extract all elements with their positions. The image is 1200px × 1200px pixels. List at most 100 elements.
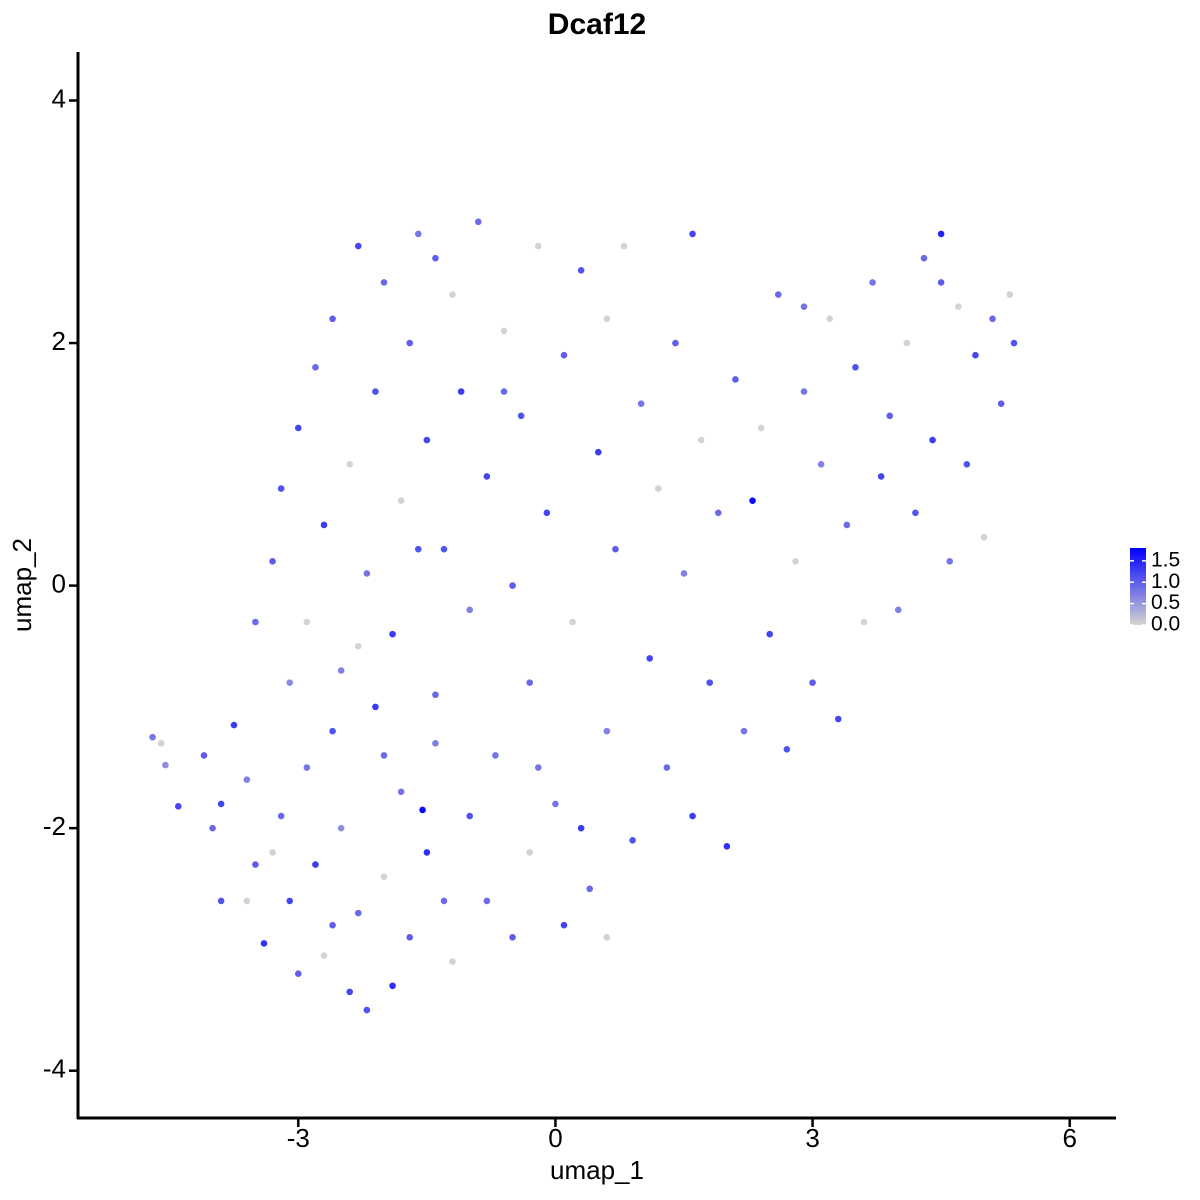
point [269, 849, 276, 856]
point [440, 897, 448, 905]
point [372, 388, 379, 395]
point [286, 679, 294, 686]
point [380, 873, 388, 880]
point [329, 921, 336, 929]
point [586, 885, 594, 893]
point [577, 266, 585, 274]
point [792, 558, 799, 565]
point [714, 509, 722, 517]
point [569, 618, 576, 626]
point [1006, 291, 1014, 298]
point [380, 752, 388, 759]
point [946, 558, 954, 565]
point [423, 436, 431, 444]
point [449, 958, 456, 965]
point [406, 339, 414, 347]
colorbar [1130, 548, 1146, 625]
point [509, 582, 516, 589]
point [912, 509, 919, 517]
point [534, 764, 542, 771]
point [577, 824, 585, 832]
colorbar-tick-label: 0.5 [1151, 591, 1180, 614]
point [414, 545, 422, 553]
point [654, 485, 662, 492]
point [457, 388, 465, 395]
point [466, 812, 474, 820]
point [252, 618, 259, 626]
point [483, 473, 491, 480]
colorbar-tick-label: 0.0 [1151, 613, 1180, 636]
chart-title: Dcaf12 [548, 8, 646, 41]
point [560, 351, 568, 359]
point [817, 461, 825, 468]
point [620, 242, 628, 250]
point [277, 485, 285, 492]
point [363, 570, 371, 577]
point [346, 988, 354, 996]
point [363, 1006, 371, 1014]
point [260, 940, 268, 947]
point [997, 400, 1005, 407]
point [509, 934, 516, 941]
point [697, 436, 705, 444]
point [929, 436, 936, 444]
point [354, 909, 362, 917]
y-axis-label: umap_2 [7, 538, 37, 632]
point [294, 424, 302, 432]
point [672, 339, 679, 347]
point [200, 752, 208, 759]
point [449, 291, 456, 298]
x-tick-label: 0 [548, 1123, 562, 1153]
point [552, 800, 559, 808]
point [689, 812, 696, 820]
point [920, 254, 928, 262]
point [277, 812, 285, 820]
point [534, 242, 542, 250]
point [894, 606, 902, 614]
point [757, 424, 765, 432]
point [406, 934, 414, 941]
point [269, 558, 276, 565]
point [286, 897, 294, 905]
x-tick-label: -3 [287, 1123, 310, 1153]
point [800, 388, 808, 395]
point [886, 412, 894, 420]
point [852, 364, 859, 371]
point [783, 746, 791, 753]
point [329, 315, 336, 323]
point [432, 739, 439, 747]
point [800, 303, 808, 310]
point [766, 630, 774, 638]
point [312, 861, 319, 868]
point [294, 970, 302, 977]
point [972, 351, 979, 359]
point [637, 400, 645, 407]
point [526, 849, 534, 856]
x-axis-label: umap_1 [550, 1155, 644, 1185]
point [372, 703, 379, 711]
point [740, 727, 748, 735]
point [157, 739, 165, 747]
point [230, 721, 238, 729]
point [162, 761, 169, 769]
point [612, 545, 619, 553]
point [594, 448, 602, 456]
point [303, 618, 311, 626]
point [749, 497, 756, 505]
point [732, 376, 739, 383]
point [423, 849, 431, 856]
point [706, 679, 714, 686]
point [680, 570, 688, 577]
point [329, 727, 336, 735]
colorbar-tick-label: 1.0 [1151, 570, 1180, 593]
point [397, 497, 405, 505]
point [954, 303, 962, 310]
point [860, 618, 868, 626]
point [209, 824, 216, 832]
point [543, 509, 551, 517]
point [432, 254, 439, 262]
point [389, 630, 396, 638]
point [937, 279, 945, 286]
point [629, 836, 636, 844]
point [689, 230, 696, 238]
